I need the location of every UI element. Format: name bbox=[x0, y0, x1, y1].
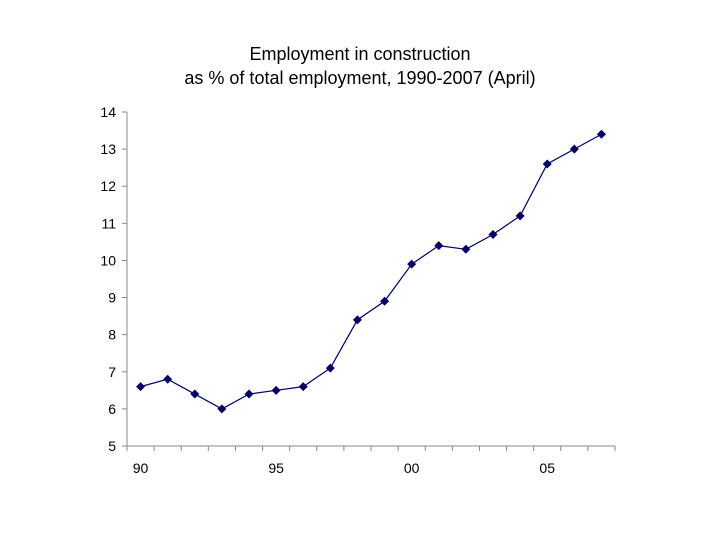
x-tick-label: 05 bbox=[539, 460, 555, 476]
y-tick-label: 7 bbox=[108, 364, 116, 380]
y-tick-label: 14 bbox=[100, 104, 116, 120]
data-point bbox=[434, 241, 444, 251]
y-tick-label: 8 bbox=[108, 327, 116, 343]
data-point bbox=[352, 315, 362, 325]
data-point bbox=[325, 363, 335, 373]
data-point bbox=[244, 389, 254, 399]
data-point bbox=[515, 211, 525, 221]
x-tick-label: 00 bbox=[404, 460, 420, 476]
y-tick-label: 6 bbox=[108, 401, 116, 417]
data-point bbox=[569, 144, 579, 154]
chart-title: Employment in construction bbox=[249, 44, 471, 64]
data-point bbox=[488, 229, 498, 239]
data-point bbox=[163, 374, 173, 384]
data-point bbox=[271, 385, 281, 395]
data-point bbox=[542, 159, 552, 169]
data-point bbox=[298, 382, 308, 392]
chart-subtitle: as % of total employment, 1990-2007 (Apr… bbox=[184, 68, 536, 88]
y-tick-label: 10 bbox=[100, 252, 116, 268]
data-point bbox=[217, 404, 227, 414]
data-point bbox=[190, 389, 200, 399]
series-line bbox=[140, 133, 602, 410]
y-tick-label: 13 bbox=[100, 141, 116, 157]
y-tick-label: 5 bbox=[108, 438, 116, 454]
data-point bbox=[596, 129, 606, 139]
y-tick-label: 12 bbox=[100, 178, 116, 194]
data-point bbox=[136, 382, 146, 392]
y-tick-label: 11 bbox=[101, 215, 116, 231]
x-tick-label: 90 bbox=[133, 460, 149, 476]
y-tick-label: 9 bbox=[108, 290, 116, 306]
data-point bbox=[461, 244, 471, 254]
x-tick-label: 95 bbox=[268, 460, 284, 476]
data-point bbox=[407, 259, 417, 269]
data-point bbox=[380, 296, 390, 306]
